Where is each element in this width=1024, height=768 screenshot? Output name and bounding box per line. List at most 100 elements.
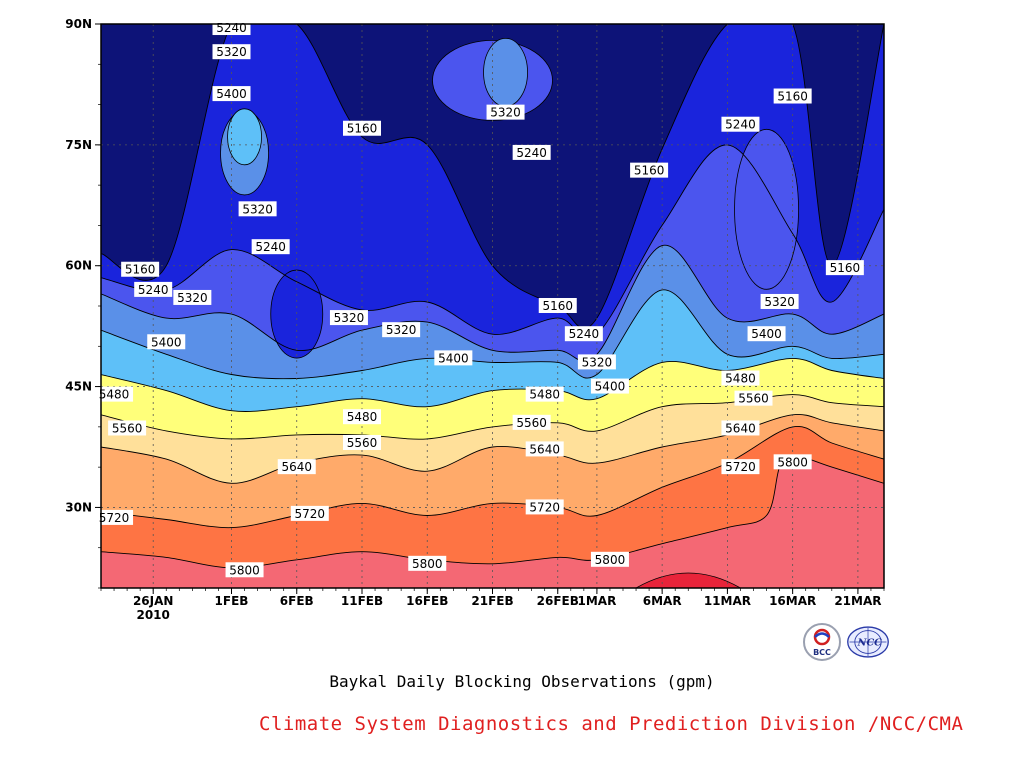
- x-tick-label: 26FEB: [537, 594, 579, 608]
- contour-label-5240: 5240: [134, 281, 173, 297]
- contour-label-5240: 5240: [564, 326, 603, 342]
- y-tick-label: 60N: [65, 259, 92, 273]
- x-tick-label: 6FEB: [280, 594, 314, 608]
- contour-label-5560: 5560: [108, 420, 147, 436]
- contour-label-5720: 5720: [721, 459, 760, 475]
- contour-label-box: [721, 420, 760, 436]
- y-tick-label: 30N: [65, 500, 92, 514]
- contour-label-5400: 5400: [434, 350, 473, 366]
- contour-label-5800: 5800: [590, 551, 629, 567]
- contour-label-text: 5720: [295, 507, 326, 521]
- contour-label-text: 5240: [255, 240, 286, 254]
- x-tick-label: 21FEB: [471, 594, 513, 608]
- contour-label-box: [95, 386, 134, 402]
- contour-label-box: [225, 562, 264, 578]
- contour-label-5320: 5320: [760, 293, 799, 309]
- contour-label-text: 5640: [529, 442, 560, 456]
- contour-label-text: 5480: [347, 410, 378, 424]
- contour-label-text: 5160: [125, 263, 156, 277]
- contour-label-text: 5320: [334, 311, 365, 325]
- contour-label-text: 5240: [138, 283, 169, 297]
- feature-5320-north: [483, 37, 528, 107]
- contour-label-text: 5320: [242, 202, 273, 216]
- contour-label-text: 5800: [229, 563, 260, 577]
- contour-label-box: [382, 322, 421, 338]
- contour-label-5480: 5480: [343, 409, 381, 425]
- contour-label-5640: 5640: [277, 459, 316, 475]
- contour-line-5400: [101, 289, 884, 380]
- contour-label-box: [238, 201, 277, 217]
- contour-label-text: 5320: [386, 323, 417, 337]
- contour-label-box: [121, 261, 160, 277]
- contour-label-text: 5240: [216, 21, 247, 35]
- contour-label-5320: 5320: [486, 104, 525, 120]
- contour-line-5640: [101, 414, 884, 484]
- contour-label-5560: 5560: [343, 434, 381, 450]
- contour-label-text: 5800: [412, 557, 443, 571]
- contour-label-box: [538, 298, 577, 313]
- contour-label-5800: 5800: [773, 454, 812, 470]
- ncc-logo-icon: NCC: [847, 626, 889, 658]
- contour-label-5160: 5160: [773, 88, 812, 104]
- contour-label-text: 5320: [177, 291, 208, 305]
- contour-features: [220, 37, 799, 588]
- contour-label-5480: 5480: [721, 370, 760, 386]
- contour-label-text: 5240: [725, 118, 756, 132]
- contour-label-text: 5160: [542, 299, 573, 313]
- contour-label-5720: 5720: [290, 505, 329, 521]
- svg-text:BCC: BCC: [813, 648, 831, 657]
- contour-label-5160: 5160: [121, 261, 160, 277]
- credit-line: Climate System Diagnostics and Predictio…: [259, 713, 964, 735]
- contour-label-5160: 5160: [825, 260, 864, 276]
- contour-label-5320: 5320: [577, 354, 616, 370]
- contour-label-5720: 5720: [95, 509, 134, 525]
- chart-title: Baykal Daily Blocking Observations (gpm): [329, 672, 715, 691]
- contour-label-text: 5720: [529, 500, 560, 514]
- contour-label-box: [721, 459, 760, 475]
- contour-label-text: 5160: [830, 261, 861, 275]
- contour-label-text: 5480: [725, 372, 756, 386]
- x-tick-label: 6MAR: [643, 594, 682, 608]
- x-tick-label: 11FEB: [341, 594, 383, 608]
- contour-label-5240: 5240: [251, 239, 290, 255]
- contour-label-box: [95, 509, 134, 525]
- contour-label-text: 5400: [751, 327, 782, 341]
- contour-label-text: 5560: [347, 436, 378, 450]
- contour-label-5400: 5400: [147, 334, 186, 350]
- contour-label-5560: 5560: [734, 390, 773, 406]
- contour-label-box: [525, 386, 564, 402]
- contour-label-5560: 5560: [512, 414, 551, 430]
- contour-label-box: [773, 454, 812, 470]
- x-tick-label: 1MAR: [577, 594, 616, 608]
- contour-label-box: [721, 116, 760, 132]
- x-tick-label: 16FEB: [406, 594, 448, 608]
- contour-label-box: [590, 378, 629, 394]
- contour-label-text: 5720: [99, 511, 130, 525]
- contour-label-box: [212, 86, 251, 102]
- contour-label-box: [251, 239, 290, 255]
- contour-label-box: [721, 370, 760, 386]
- contour-label-5320: 5320: [212, 44, 251, 60]
- contour-label-box: [760, 293, 799, 309]
- contour-label-text: 5560: [112, 421, 143, 435]
- x-tick-label: 1FEB: [215, 594, 249, 608]
- contour-label-box: [630, 162, 669, 178]
- contour-labels: 5240 5320 5400 5160 5320 5240 5160 5240 5160 5320…: [95, 20, 864, 578]
- contour-line-5480: [101, 357, 884, 412]
- contour-label-text: 5240: [516, 146, 547, 160]
- contour-label-5240: 5240: [512, 144, 551, 160]
- contour-label-5320: 5320: [382, 322, 421, 338]
- contour-label-box: [825, 260, 864, 276]
- contour-label-box: [343, 434, 381, 450]
- contour-label-5400: 5400: [747, 326, 786, 342]
- contour-label-5160: 5160: [343, 120, 381, 136]
- contour-label-text: 5320: [216, 45, 247, 59]
- contour-label-box: [147, 334, 186, 350]
- contour-label-text: 5800: [595, 553, 626, 567]
- contour-label-box: [747, 326, 786, 342]
- contour-label-text: 5400: [216, 87, 247, 101]
- feature-5400-ridge: [227, 108, 262, 166]
- contour-label-box: [212, 44, 251, 60]
